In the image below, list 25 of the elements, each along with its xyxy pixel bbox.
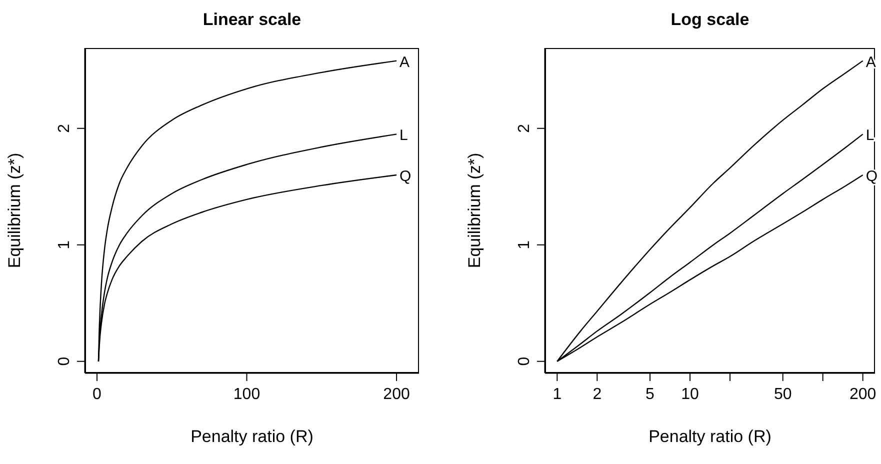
x-tick-label: 5 <box>646 386 655 403</box>
y-tick-label: 0 <box>516 356 533 366</box>
x-tick-label: 0 <box>92 386 102 403</box>
series-label: A <box>400 54 410 71</box>
y-axis-title: Equilibrium (z*) <box>465 152 484 268</box>
x-tick-label: 200 <box>849 386 876 403</box>
x-tick-label: 50 <box>774 386 792 403</box>
x-tick-label: 1 <box>552 386 562 403</box>
x-tick-label: 200 <box>383 386 410 403</box>
y-tick-label: 1 <box>56 240 73 250</box>
x-tick-label: 100 <box>233 386 260 403</box>
series-label: Q <box>400 168 412 185</box>
series-label: L <box>866 127 874 144</box>
x-tick-label: 2 <box>592 386 602 403</box>
y-axis-title: Equilibrium (z*) <box>5 152 24 268</box>
x-axis-title: Penalty ratio (R) <box>648 427 772 446</box>
y-tick-label: 2 <box>56 124 73 133</box>
x-tick-label: 10 <box>681 386 699 403</box>
chart-title: Log scale <box>670 10 750 30</box>
y-tick-label: 0 <box>56 356 73 366</box>
chart-title: Linear scale <box>202 10 302 30</box>
series-label: L <box>400 127 408 144</box>
x-axis-title: Penalty ratio (R) <box>190 427 314 446</box>
y-tick-label: 1 <box>516 240 533 250</box>
y-tick-label: 2 <box>516 124 533 133</box>
